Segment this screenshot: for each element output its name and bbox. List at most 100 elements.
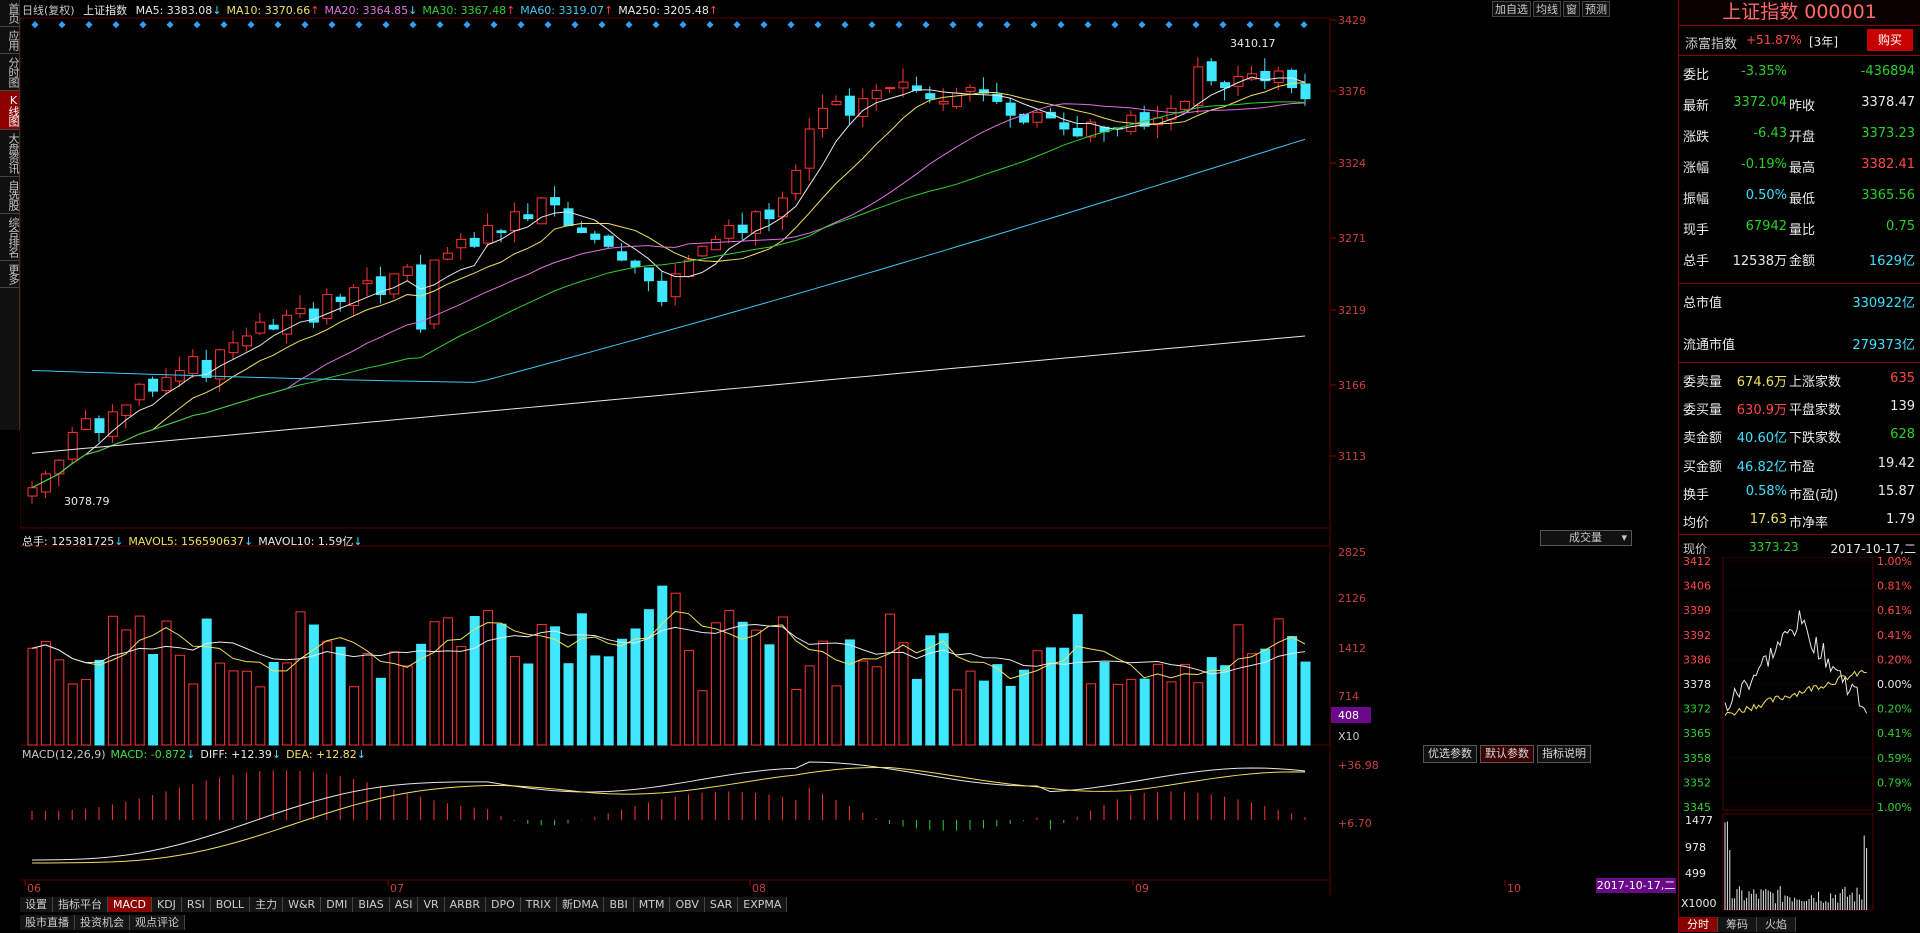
volume-bar bbox=[965, 670, 976, 746]
indicator-tab[interactable]: RSI bbox=[181, 897, 211, 912]
candle-body bbox=[764, 209, 775, 220]
nav-item-7[interactable]: 更多 bbox=[0, 261, 20, 288]
bottom-tab[interactable]: 股市直播 bbox=[20, 915, 75, 930]
quote-row: 现手 67942 量比 0.75 bbox=[1683, 219, 1915, 238]
signal-diamond-icon bbox=[679, 21, 687, 29]
right-tab[interactable]: 分时 bbox=[1679, 917, 1718, 932]
candle-body bbox=[335, 296, 346, 302]
indicator-tab[interactable]: W&R bbox=[283, 897, 322, 912]
macd-param-button[interactable]: 优选参数 bbox=[1423, 745, 1477, 763]
promo-row: 添富指数 +51.87% [3年] 购买 bbox=[1679, 26, 1920, 56]
volume-bar bbox=[282, 662, 293, 746]
date-axis-label: 10 bbox=[1507, 882, 1521, 895]
kline-chart[interactable]: 3429 3376 3324 3271 3219 3166 3113 3410.17 3078.… bbox=[20, 0, 1678, 910]
candle-body bbox=[710, 238, 721, 251]
indicator-tab[interactable]: SAR bbox=[704, 897, 739, 912]
nav-item-6[interactable]: 综合排名 bbox=[0, 214, 20, 261]
toolbar-button[interactable]: 窗 bbox=[1563, 1, 1580, 17]
macd-param-button[interactable]: 默认参数 bbox=[1480, 745, 1534, 763]
nav-item-2[interactable]: 分时图 bbox=[0, 54, 20, 91]
indicator-tab[interactable]: BBI bbox=[604, 897, 634, 912]
right-tab[interactable]: 筹码 bbox=[1718, 917, 1757, 932]
mini-pct-label: 0.41% bbox=[1877, 629, 1912, 642]
ma-line bbox=[31, 101, 1306, 489]
candle-body bbox=[818, 107, 829, 130]
volume-dropdown[interactable]: 成交量 ▾ bbox=[1540, 530, 1632, 546]
mini-vol-unit: X1000 bbox=[1681, 897, 1717, 910]
indicator-tab[interactable]: 主力 bbox=[250, 897, 284, 912]
indicator-tab[interactable]: EXPMA bbox=[738, 897, 788, 912]
volume-bar bbox=[228, 670, 239, 746]
toolbar-button[interactable]: 加自选 bbox=[1492, 1, 1531, 17]
indicator-tab[interactable]: KDJ bbox=[151, 897, 182, 912]
high-marker: 3410.17 bbox=[1230, 37, 1276, 50]
toolbar-button[interactable]: 预测 bbox=[1582, 1, 1610, 17]
signal-diamond-icon bbox=[463, 21, 471, 29]
candle-body bbox=[643, 267, 654, 282]
bottom-tab[interactable]: 观点评论 bbox=[130, 915, 185, 930]
kline-ma-item: MA60: 3319.07↑ bbox=[520, 4, 614, 17]
signal-diamond-icon bbox=[652, 21, 660, 29]
indicator-tab[interactable]: MACD bbox=[108, 897, 152, 912]
signal-diamond-icon bbox=[841, 21, 849, 29]
signal-diamond-icon bbox=[1192, 21, 1200, 29]
indicator-tab[interactable]: DMI bbox=[321, 897, 354, 912]
nav-item-5[interactable]: 自选股 bbox=[0, 177, 20, 214]
volume-bar bbox=[844, 639, 855, 746]
fund-name[interactable]: 添富指数 bbox=[1685, 37, 1738, 52]
candle-body bbox=[282, 314, 293, 335]
indicator-tab[interactable]: VR bbox=[418, 897, 445, 912]
macd-legend: MACD(12,26,9) MACD: -0.872↓ DIFF: +12.39↓ D… bbox=[22, 748, 371, 761]
indicator-tab[interactable]: ARBR bbox=[444, 897, 487, 912]
indicator-tab[interactable]: DPO bbox=[486, 897, 521, 912]
candle-body bbox=[1139, 112, 1150, 127]
toolbar-button[interactable]: 均线 bbox=[1533, 1, 1561, 17]
mini-pct-label: 0.41% bbox=[1877, 727, 1912, 740]
volume-bar bbox=[603, 656, 614, 746]
candle-body bbox=[1032, 111, 1043, 123]
buy-button[interactable]: 购买 bbox=[1867, 29, 1913, 51]
candle-body bbox=[885, 87, 896, 90]
fund-return: +51.87% bbox=[1746, 33, 1802, 47]
nav-item-0[interactable]: 首页 bbox=[0, 0, 20, 27]
indicator-tab[interactable]: 设置 bbox=[20, 897, 53, 912]
candle-body bbox=[94, 418, 105, 434]
indicator-tab[interactable]: OBV bbox=[670, 897, 705, 912]
signal-diamond-icon bbox=[868, 21, 876, 29]
right-tab[interactable]: 火焰 bbox=[1757, 917, 1796, 932]
signal-diamond-icon bbox=[571, 21, 579, 29]
signal-diamond-icon bbox=[112, 21, 120, 29]
indicator-tab[interactable]: 指标平台 bbox=[53, 897, 108, 912]
volume-bar bbox=[94, 659, 105, 746]
volume-bar bbox=[215, 662, 226, 746]
volume-bar bbox=[255, 686, 266, 746]
signal-diamond-icon bbox=[85, 21, 93, 29]
volume-bar bbox=[791, 688, 802, 746]
indicator-tab[interactable]: MTM bbox=[633, 897, 671, 912]
kline-toolbar: 加自选 均线窗预测 bbox=[1490, 1, 1610, 17]
indicator-tab[interactable]: 新DMA bbox=[556, 897, 605, 912]
indicator-tab[interactable]: TRIX bbox=[520, 897, 557, 912]
indicator-tab[interactable]: ASI bbox=[389, 897, 419, 912]
intraday-chart[interactable]: 3412 1.00% 3406 0.81% 3399 0.61% 3392 0.41% 3386… bbox=[1679, 557, 1920, 915]
nav-item-4[interactable]: 大盘资讯 bbox=[0, 130, 20, 177]
candle-body bbox=[630, 260, 641, 268]
volume-bar bbox=[885, 613, 896, 746]
signal-diamond-icon bbox=[1030, 21, 1038, 29]
indicator-tab[interactable]: BIAS bbox=[353, 897, 390, 912]
nav-item-1[interactable]: 应用 bbox=[0, 27, 20, 54]
signal-diamond-icon bbox=[1165, 21, 1173, 29]
candle-body bbox=[27, 487, 38, 497]
volume-bar bbox=[630, 628, 641, 746]
price-axis-label: 3166 bbox=[1338, 379, 1366, 392]
signal-diamond-icon bbox=[436, 21, 444, 29]
bottom-tab[interactable]: 投资机会 bbox=[75, 915, 130, 930]
indicator-tab[interactable]: BOLL bbox=[210, 897, 251, 912]
signal-diamond-icon bbox=[1219, 21, 1227, 29]
trend-arrow-icon: ↑ bbox=[708, 4, 719, 17]
candle-body bbox=[1300, 83, 1311, 100]
chart-mode[interactable]: 日线(复权) bbox=[22, 4, 75, 17]
candle-body bbox=[978, 89, 989, 94]
nav-item-3[interactable]: K线图 bbox=[0, 91, 20, 130]
macd-param-button[interactable]: 指标说明 bbox=[1537, 745, 1591, 763]
